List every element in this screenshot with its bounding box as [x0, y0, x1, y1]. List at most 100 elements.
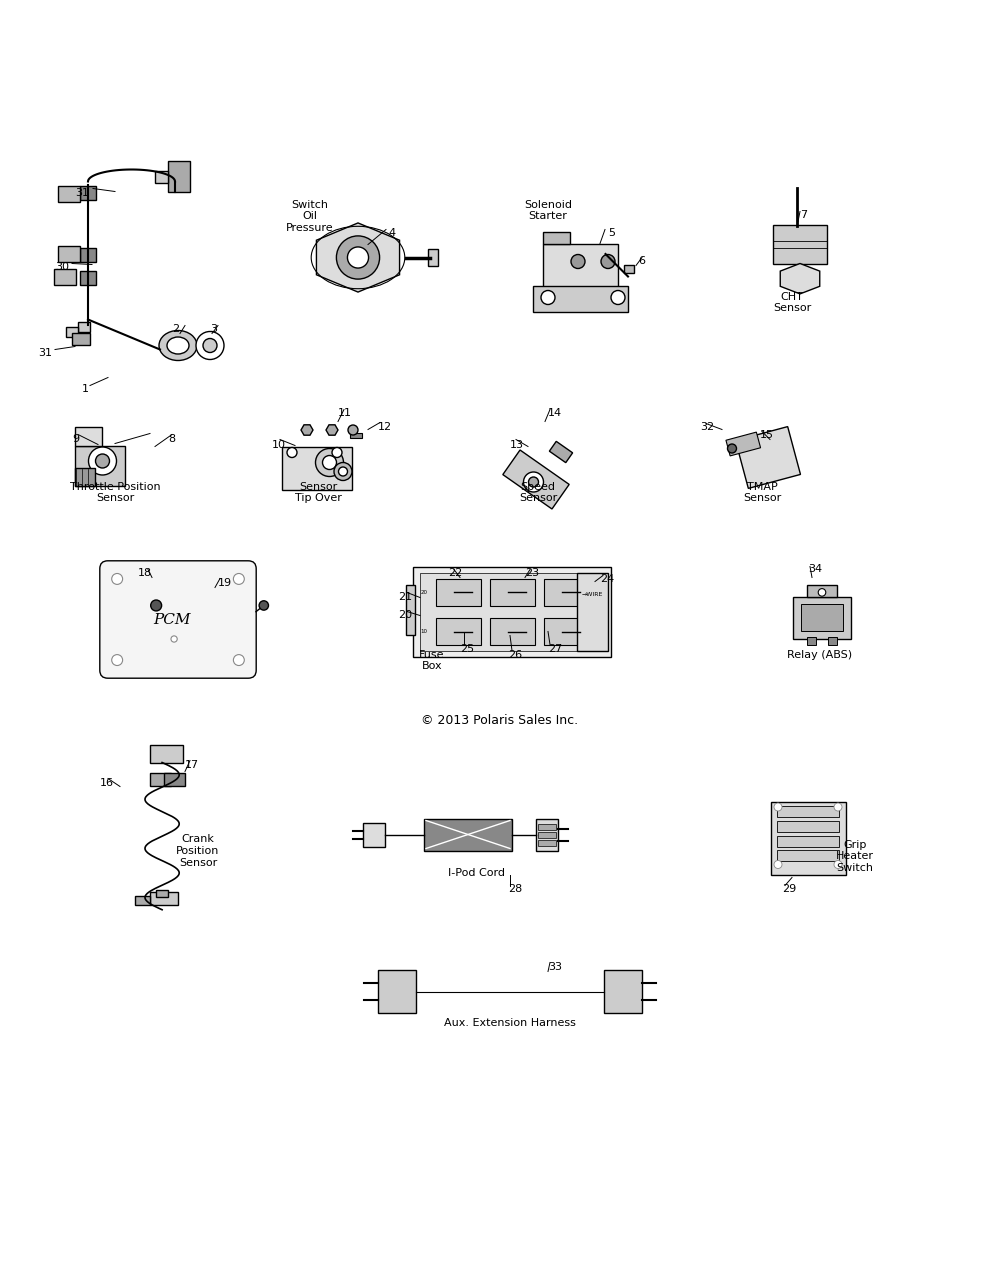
Bar: [350, 434, 362, 439]
Bar: [773, 225, 827, 263]
Bar: [807, 585, 837, 596]
Bar: [363, 822, 385, 847]
Text: Solenoid
Starter: Solenoid Starter: [524, 200, 572, 221]
Text: Switch
Oil
Pressure: Switch Oil Pressure: [286, 200, 334, 233]
Circle shape: [233, 655, 244, 665]
Bar: [75, 427, 102, 446]
Text: 7: 7: [800, 210, 807, 220]
Bar: [624, 265, 634, 272]
Text: 8: 8: [168, 434, 175, 444]
Text: 5: 5: [608, 228, 615, 238]
Text: 25: 25: [460, 643, 474, 654]
Text: 14: 14: [548, 408, 562, 417]
Bar: [538, 831, 556, 838]
Bar: [538, 824, 556, 830]
Circle shape: [332, 448, 342, 458]
Text: 26: 26: [508, 650, 522, 660]
Text: Grip
Heater
Switch: Grip Heater Switch: [836, 839, 874, 872]
Bar: [793, 596, 851, 638]
Bar: [577, 573, 608, 651]
Circle shape: [112, 655, 123, 665]
Text: 3: 3: [210, 324, 217, 334]
Text: 13: 13: [510, 440, 524, 449]
Circle shape: [338, 467, 348, 476]
Circle shape: [322, 455, 336, 469]
Text: 34: 34: [808, 564, 822, 574]
Text: 9: 9: [72, 434, 79, 444]
Circle shape: [316, 449, 344, 477]
Text: 30: 30: [55, 261, 69, 271]
Bar: [378, 969, 416, 1013]
Bar: [604, 969, 642, 1013]
Bar: [544, 578, 588, 606]
Circle shape: [259, 601, 268, 610]
Ellipse shape: [203, 339, 217, 353]
Circle shape: [88, 446, 116, 475]
Text: 31: 31: [75, 188, 89, 197]
Text: 29: 29: [782, 885, 796, 894]
Text: 28: 28: [508, 885, 522, 894]
Bar: [807, 637, 816, 645]
Bar: [544, 618, 588, 646]
Circle shape: [774, 803, 782, 811]
Polygon shape: [503, 450, 569, 509]
Text: Throttle Position
Sensor: Throttle Position Sensor: [70, 481, 160, 503]
Bar: [80, 270, 96, 284]
Text: 1: 1: [82, 385, 89, 394]
Text: 10: 10: [272, 440, 286, 449]
Text: 27: 27: [548, 643, 562, 654]
Bar: [80, 248, 96, 261]
Text: Crank
Position
Sensor: Crank Position Sensor: [176, 834, 220, 867]
Polygon shape: [736, 427, 800, 489]
Text: CHT
Sensor: CHT Sensor: [773, 292, 811, 313]
Circle shape: [774, 861, 782, 868]
Circle shape: [524, 472, 544, 492]
Text: 33: 33: [548, 962, 562, 972]
Polygon shape: [780, 263, 820, 294]
Text: 19: 19: [218, 578, 232, 587]
Bar: [168, 161, 190, 192]
FancyBboxPatch shape: [100, 560, 256, 678]
Bar: [536, 819, 558, 851]
Text: 15: 15: [760, 430, 774, 440]
Bar: [150, 891, 178, 906]
Bar: [533, 285, 628, 312]
Bar: [436, 618, 480, 646]
Text: TMAP
Sensor: TMAP Sensor: [743, 481, 781, 503]
Circle shape: [834, 803, 842, 811]
Circle shape: [834, 861, 842, 868]
Circle shape: [347, 247, 369, 269]
Polygon shape: [726, 432, 761, 455]
Circle shape: [287, 448, 297, 458]
Bar: [420, 573, 604, 651]
Circle shape: [818, 588, 826, 596]
Text: →WIRE: →WIRE: [582, 591, 603, 596]
Circle shape: [571, 255, 585, 269]
Text: 6: 6: [638, 257, 645, 266]
Bar: [135, 895, 150, 906]
Text: Fuse
Box: Fuse Box: [419, 650, 445, 671]
Circle shape: [611, 290, 625, 304]
Bar: [72, 333, 90, 344]
Polygon shape: [326, 425, 338, 435]
Text: 18: 18: [138, 568, 152, 578]
Bar: [828, 637, 837, 645]
Bar: [282, 448, 352, 490]
Text: 12: 12: [378, 422, 392, 431]
Text: Aux. Extension Harness: Aux. Extension Harness: [444, 1018, 576, 1027]
Bar: [78, 321, 90, 331]
Circle shape: [336, 235, 380, 279]
Bar: [428, 249, 438, 266]
Bar: [54, 269, 76, 284]
Bar: [543, 244, 618, 286]
Circle shape: [348, 425, 358, 435]
Bar: [436, 578, 480, 606]
Bar: [66, 326, 78, 336]
Text: 20: 20: [420, 590, 427, 595]
Bar: [155, 170, 168, 183]
Bar: [75, 468, 95, 486]
Text: 17: 17: [185, 760, 199, 770]
Text: 31: 31: [38, 348, 52, 358]
Bar: [490, 618, 534, 646]
Text: 21: 21: [398, 591, 412, 601]
